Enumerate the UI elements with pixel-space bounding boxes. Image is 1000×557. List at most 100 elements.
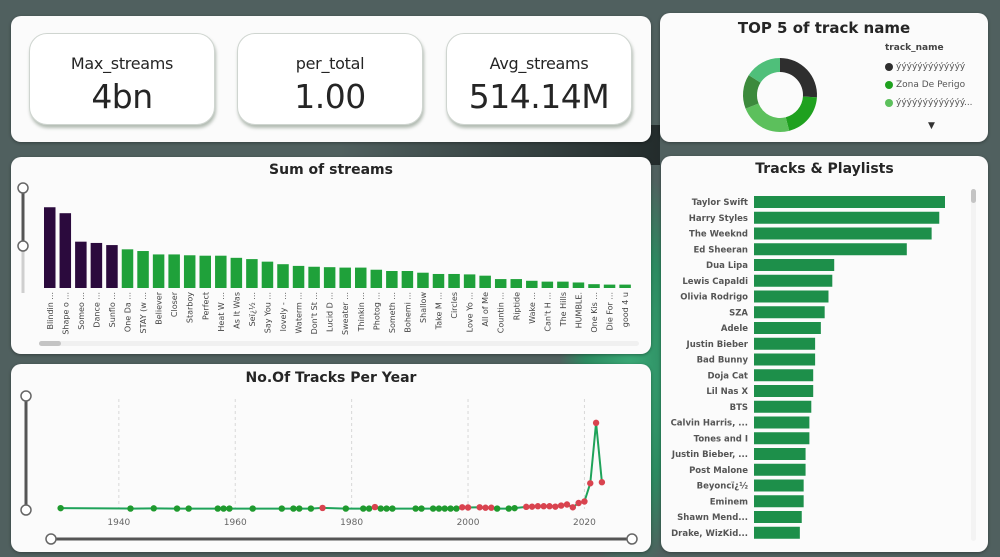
legend-item[interactable]: ýýýýýýýýýýýýý: [885, 58, 973, 76]
data-point[interactable]: [540, 503, 547, 510]
bar[interactable]: [230, 257, 243, 288]
bar[interactable]: [754, 290, 829, 303]
data-point[interactable]: [592, 419, 600, 427]
bar[interactable]: [754, 385, 814, 397]
data-point[interactable]: [226, 505, 233, 512]
legend-item[interactable]: ýýýýýýýýýýýýý...: [885, 94, 973, 112]
bar[interactable]: [754, 322, 821, 334]
bar[interactable]: [417, 272, 429, 288]
range-slider-handle[interactable]: [626, 533, 638, 545]
bar[interactable]: [479, 275, 491, 288]
bar[interactable]: [463, 274, 476, 288]
data-point[interactable]: [523, 503, 530, 511]
data-point[interactable]: [476, 504, 483, 511]
data-point[interactable]: [307, 505, 315, 512]
legend-scroll-down-icon[interactable]: ▼: [928, 121, 935, 131]
bar[interactable]: [754, 353, 816, 366]
donut-slice[interactable]: [748, 58, 780, 83]
data-point[interactable]: [546, 503, 553, 510]
bar[interactable]: [246, 259, 258, 288]
data-point[interactable]: [488, 504, 495, 511]
bar[interactable]: [168, 254, 180, 288]
bar[interactable]: [183, 255, 196, 288]
kpi-card-avg-streams[interactable]: Avg_streams 514.14M: [446, 33, 632, 125]
scrollbar-thumb[interactable]: [39, 341, 61, 346]
kpi-card-per-total[interactable]: per_total 1.00: [237, 33, 423, 125]
bar[interactable]: [386, 271, 398, 288]
bar[interactable]: [754, 306, 825, 319]
bar[interactable]: [526, 280, 538, 288]
data-point[interactable]: [587, 480, 594, 487]
data-point[interactable]: [249, 505, 256, 512]
donut-slice[interactable]: [785, 96, 817, 131]
bar[interactable]: [754, 448, 806, 460]
bar[interactable]: [603, 284, 616, 288]
data-point[interactable]: [383, 505, 390, 512]
data-point[interactable]: [57, 504, 64, 512]
data-point[interactable]: [447, 505, 454, 512]
data-point[interactable]: [598, 479, 606, 486]
range-slider-handle[interactable]: [20, 504, 32, 516]
data-point[interactable]: [429, 505, 437, 512]
bar[interactable]: [323, 267, 336, 288]
bar[interactable]: [754, 495, 804, 508]
data-point[interactable]: [453, 505, 460, 512]
bar[interactable]: [754, 259, 835, 271]
data-point[interactable]: [528, 503, 536, 510]
bar[interactable]: [432, 273, 445, 288]
data-point[interactable]: [441, 505, 448, 512]
bar[interactable]: [401, 271, 414, 288]
data-point[interactable]: [220, 505, 227, 512]
vertical-scrollbar[interactable]: [971, 189, 976, 541]
bar[interactable]: [754, 400, 812, 413]
bar[interactable]: [355, 267, 367, 288]
bar[interactable]: [199, 255, 212, 288]
data-point[interactable]: [464, 504, 472, 511]
horizontal-scrollbar[interactable]: [39, 341, 639, 346]
bar[interactable]: [152, 254, 165, 288]
data-point[interactable]: [482, 504, 489, 511]
bar[interactable]: [754, 337, 816, 350]
range-slider-handle[interactable]: [17, 182, 29, 194]
data-point[interactable]: [581, 498, 588, 505]
data-point[interactable]: [412, 505, 419, 512]
data-point[interactable]: [290, 505, 297, 512]
bar[interactable]: [90, 242, 103, 288]
bar[interactable]: [106, 245, 118, 288]
bar[interactable]: [339, 267, 351, 288]
data-point[interactable]: [418, 505, 425, 512]
bar[interactable]: [754, 463, 806, 476]
data-point[interactable]: [296, 505, 303, 512]
kpi-card-max-streams[interactable]: Max_streams 4bn: [29, 33, 215, 125]
data-point[interactable]: [552, 503, 559, 510]
data-point[interactable]: [534, 503, 542, 510]
data-point[interactable]: [459, 504, 466, 511]
data-point[interactable]: [493, 505, 501, 512]
data-point[interactable]: [365, 505, 373, 512]
bar[interactable]: [75, 241, 87, 288]
bar[interactable]: [557, 281, 569, 288]
donut-slice[interactable]: [743, 75, 761, 109]
data-point[interactable]: [557, 502, 565, 509]
data-point[interactable]: [342, 505, 350, 512]
bar[interactable]: [754, 211, 940, 224]
data-point[interactable]: [511, 504, 518, 512]
bar[interactable]: [59, 213, 72, 288]
data-point[interactable]: [278, 505, 285, 512]
bar[interactable]: [277, 264, 289, 288]
bar[interactable]: [510, 279, 523, 288]
data-point[interactable]: [150, 505, 157, 512]
range-slider-handle[interactable]: [17, 240, 29, 252]
bar[interactable]: [754, 511, 802, 523]
bar[interactable]: [292, 265, 305, 288]
bar[interactable]: [44, 207, 56, 288]
data-point[interactable]: [377, 505, 384, 512]
bar[interactable]: [754, 243, 907, 256]
data-point[interactable]: [435, 505, 443, 512]
data-point[interactable]: [569, 504, 576, 511]
bar[interactable]: [494, 279, 507, 288]
bar[interactable]: [754, 369, 814, 382]
donut-slice[interactable]: [745, 103, 790, 132]
bar[interactable]: [448, 273, 460, 288]
bar[interactable]: [541, 281, 554, 288]
